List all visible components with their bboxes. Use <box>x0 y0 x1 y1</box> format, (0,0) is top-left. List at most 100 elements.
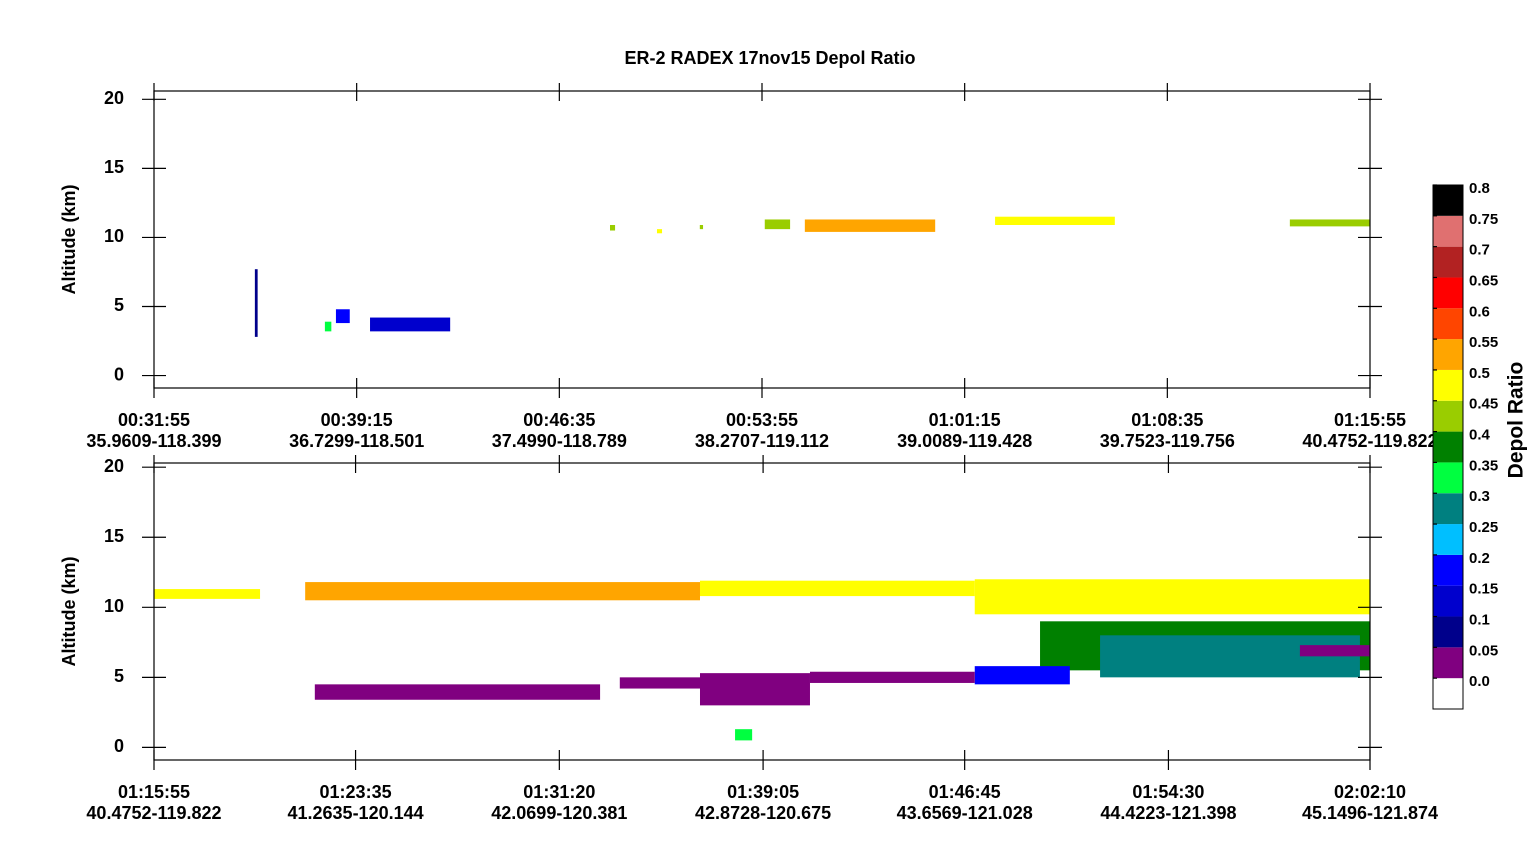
x-tick-label: 01:54:30 <box>1132 782 1204 802</box>
y-tick-label: 5 <box>114 666 124 686</box>
x-tick-label: 00:31:55 <box>118 410 190 430</box>
colorbar-bin <box>1433 493 1463 525</box>
colorbar-tick-label: 0.0 <box>1469 673 1490 690</box>
cloud-feature <box>764 219 791 230</box>
y-tick-label: 15 <box>104 157 124 177</box>
cloud-feature <box>656 229 663 234</box>
cloud-feature <box>619 677 700 689</box>
x-tick-location: 43.6569-121.028 <box>897 803 1033 823</box>
colorbar-tick-label: 0.65 <box>1469 272 1498 289</box>
colorbar-label: Depol Ratio <box>1505 362 1528 479</box>
x-tick-location: 38.2707-119.112 <box>695 431 829 451</box>
x-tick-location: 35.9609-118.399 <box>86 431 221 451</box>
cloud-feature <box>699 673 810 706</box>
cloud-feature <box>305 582 700 601</box>
cloud-feature <box>995 216 1115 225</box>
colorbar-bin <box>1433 308 1463 340</box>
colorbar-bin <box>1433 431 1463 463</box>
cloud-feature <box>335 309 350 324</box>
colorbar-frame <box>1432 184 1464 710</box>
x-tick-label: 01:08:35 <box>1131 410 1203 430</box>
x-tick-label: 01:15:55 <box>118 782 190 802</box>
x-tick-location: 39.7523-119.756 <box>1100 431 1235 451</box>
cloud-feature <box>1100 635 1360 678</box>
colorbar-bin <box>1433 524 1463 555</box>
colorbar-bin <box>1433 339 1463 370</box>
cloud-feature <box>804 219 936 232</box>
cloud-feature <box>324 321 332 332</box>
x-tick-location: 40.4752-119.822 <box>86 803 221 823</box>
x-tick-label: 00:39:15 <box>321 410 393 430</box>
cloud-feature <box>809 671 975 683</box>
colorbar-tick-label: 0.2 <box>1469 550 1490 567</box>
plot-frame <box>153 462 1371 761</box>
x-tick-label: 01:31:20 <box>523 782 595 802</box>
y-tick-label: 0 <box>114 736 124 756</box>
y-tick-label: 10 <box>104 226 124 246</box>
colorbar-bin <box>1433 215 1463 247</box>
cloud-feature <box>974 666 1070 685</box>
y-tick-label: 20 <box>104 456 124 476</box>
x-tick-location: 37.4990-118.789 <box>492 431 627 451</box>
x-tick-label: 02:02:10 <box>1334 782 1406 802</box>
colorbar-bin <box>1433 647 1463 679</box>
x-tick-location: 40.4752-119.822 <box>1302 431 1437 451</box>
cloud-feature <box>610 224 616 231</box>
colorbar-bin <box>1433 554 1463 586</box>
colorbar-tick-label: 0.35 <box>1469 457 1498 474</box>
colorbar-tick-label: 0.4 <box>1469 427 1491 444</box>
x-tick-location: 41.2635-120.144 <box>288 803 424 823</box>
cloud-feature <box>1289 219 1370 227</box>
cloud-feature <box>154 589 261 599</box>
colorbar-tick-label: 0.55 <box>1469 334 1498 351</box>
x-tick-location: 42.0699-120.381 <box>491 803 627 823</box>
colorbar-tick-label: 0.5 <box>1469 365 1490 382</box>
y-tick-label: 20 <box>104 88 124 108</box>
x-tick-label: 01:23:35 <box>320 782 392 802</box>
x-tick-label: 01:01:15 <box>929 410 1001 430</box>
colorbar-tick-label: 0.7 <box>1469 242 1490 259</box>
x-tick-location: 39.0089-119.428 <box>897 431 1032 451</box>
colorbar-bin <box>1433 400 1463 432</box>
cloud-feature <box>314 684 601 700</box>
colorbar-tick-label: 0.75 <box>1469 211 1498 228</box>
cloud-feature <box>699 224 704 230</box>
x-tick-label: 01:15:55 <box>1334 410 1406 430</box>
colorbar-bin <box>1433 585 1463 617</box>
colorbar-bin <box>1433 616 1463 648</box>
y-tick-label: 5 <box>114 295 124 315</box>
plot-frame <box>153 90 1371 389</box>
y-tick-label: 0 <box>114 364 124 384</box>
cloud-feature <box>699 580 975 597</box>
x-tick-location: 44.4223-121.398 <box>1100 803 1236 823</box>
x-tick-location: 42.8728-120.675 <box>695 803 831 823</box>
x-tick-label: 01:39:05 <box>727 782 799 802</box>
x-tick-location: 36.7299-118.501 <box>289 431 424 451</box>
colorbar-bin <box>1433 185 1463 216</box>
colorbar-tick-label: 0.8 <box>1469 180 1490 197</box>
y-axis-label: Altitude (km) <box>59 184 79 294</box>
cloud-feature <box>735 729 753 741</box>
y-tick-label: 10 <box>104 596 124 616</box>
colorbar-tick-label: 0.25 <box>1469 519 1498 536</box>
colorbar-tick-label: 0.1 <box>1469 611 1490 628</box>
y-axis-label: Altitude (km) <box>59 556 79 666</box>
cloud-feature <box>974 579 1370 615</box>
colorbar-tick-label: 0.3 <box>1469 488 1490 505</box>
colorbar-bin <box>1433 246 1463 278</box>
y-tick-label: 15 <box>104 526 124 546</box>
colorbar-tick-label: 0.15 <box>1469 581 1498 598</box>
cloud-feature <box>1299 645 1370 657</box>
colorbar-tick-label: 0.6 <box>1469 303 1490 320</box>
x-tick-label: 00:53:55 <box>726 410 798 430</box>
colorbar-bin <box>1433 277 1463 309</box>
x-tick-label: 01:46:45 <box>929 782 1001 802</box>
x-tick-label: 00:46:35 <box>523 410 595 430</box>
cloud-feature <box>370 317 451 332</box>
colorbar-bin <box>1433 369 1463 401</box>
x-tick-location: 45.1496-121.874 <box>1302 803 1438 823</box>
colorbar-bin <box>1433 462 1463 494</box>
cloud-feature <box>254 269 258 337</box>
colorbar-tick-label: 0.05 <box>1469 642 1498 659</box>
